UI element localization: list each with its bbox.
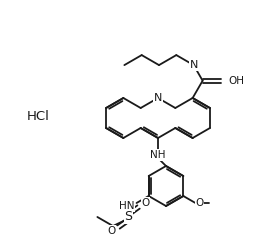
Text: HCl: HCl — [27, 109, 49, 123]
Text: OH: OH — [229, 76, 245, 86]
Text: N: N — [154, 93, 162, 103]
Text: O: O — [142, 198, 150, 208]
Text: HN: HN — [119, 201, 135, 211]
Text: O: O — [107, 226, 116, 236]
Text: O: O — [195, 198, 203, 208]
Text: N: N — [189, 60, 198, 70]
Text: NH: NH — [150, 150, 166, 160]
Text: S: S — [125, 211, 133, 224]
